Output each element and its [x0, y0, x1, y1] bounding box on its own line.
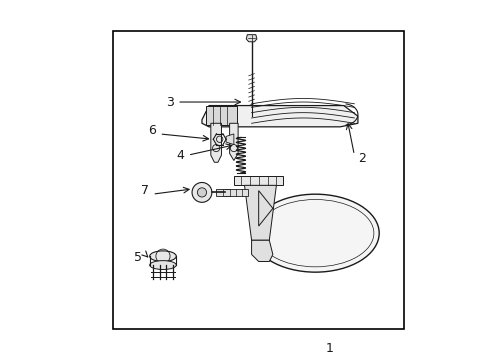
Text: 4: 4	[176, 149, 184, 162]
Bar	[205, 105, 237, 125]
Polygon shape	[229, 123, 238, 161]
Circle shape	[197, 188, 206, 197]
Polygon shape	[216, 189, 247, 196]
Text: 6: 6	[148, 124, 156, 137]
Polygon shape	[246, 35, 256, 42]
Text: 3: 3	[165, 95, 173, 108]
Text: 2: 2	[357, 152, 365, 165]
Ellipse shape	[149, 261, 176, 270]
Polygon shape	[251, 240, 272, 261]
Bar	[113, 31, 403, 329]
Text: 1: 1	[325, 342, 333, 355]
Bar	[224, 189, 230, 196]
Text: 5: 5	[133, 252, 142, 265]
Ellipse shape	[149, 251, 176, 261]
Circle shape	[192, 183, 211, 202]
Polygon shape	[233, 176, 283, 185]
Polygon shape	[244, 185, 276, 240]
Polygon shape	[210, 123, 221, 162]
Text: 7: 7	[141, 184, 148, 197]
Polygon shape	[202, 105, 357, 127]
Polygon shape	[225, 134, 233, 145]
Ellipse shape	[251, 194, 378, 272]
